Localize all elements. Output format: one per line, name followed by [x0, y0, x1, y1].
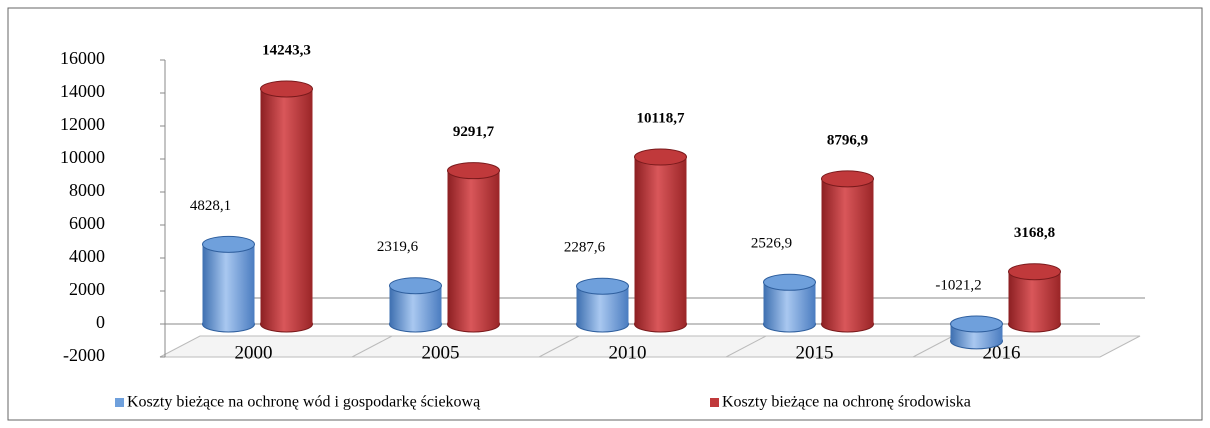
bar	[260, 88, 313, 324]
y-tick-label: 6000	[69, 213, 105, 233]
bar-top	[821, 170, 874, 188]
y-tick-label: 16000	[60, 48, 105, 68]
bar-top	[763, 273, 816, 291]
category-divider	[725, 335, 767, 358]
legend-swatch	[115, 398, 124, 407]
x-tick-label: 2010	[609, 342, 647, 363]
data-label: 2319,6	[377, 239, 419, 255]
data-label: 14243,3	[262, 42, 311, 58]
category-divider	[351, 335, 393, 358]
x-tick-label: 2000	[235, 342, 273, 363]
bar-top	[634, 148, 687, 166]
bar	[202, 244, 255, 324]
y-tick-label: 12000	[60, 114, 105, 134]
bar-top	[202, 235, 255, 253]
x-tick-label: 2005	[422, 342, 460, 363]
y-tick-label: 2000	[69, 279, 105, 299]
x-tick-label: 2015	[796, 342, 834, 363]
data-label: 2287,6	[564, 240, 606, 256]
data-label: 10118,7	[637, 110, 685, 126]
legend-swatch	[710, 398, 719, 407]
bar	[1008, 271, 1061, 324]
frame	[7, 7, 1203, 421]
legend-label: Koszty bieżące na ochronę środowiska	[722, 394, 971, 411]
data-label: -1021,2	[935, 277, 981, 293]
data-label: 2526,9	[751, 236, 792, 252]
legend-label: Koszty bieżące na ochronę wód i gospodar…	[127, 394, 481, 411]
bar-top	[447, 162, 500, 180]
y-tick-label: -2000	[63, 345, 105, 365]
floor	[159, 335, 1141, 358]
bar-top	[950, 315, 1003, 333]
data-label: 3168,8	[1014, 225, 1055, 241]
data-label: 9291,7	[453, 124, 495, 140]
y-tick-label: 4000	[69, 246, 105, 266]
category-divider	[538, 335, 580, 358]
y-tick-label: 10000	[60, 147, 105, 167]
bar-top	[576, 277, 629, 295]
bar	[634, 157, 687, 324]
data-label: 4828,1	[190, 198, 231, 214]
y-tick-label: 8000	[69, 180, 105, 200]
bar-top	[1008, 263, 1061, 281]
bar	[821, 178, 874, 324]
category-divider	[912, 335, 954, 358]
y-tick-label: 0	[96, 312, 105, 332]
bar-top	[260, 80, 313, 98]
bar-top	[389, 277, 442, 295]
y-tick-label: 14000	[60, 81, 105, 101]
data-label: 8796,9	[827, 132, 868, 148]
bar	[447, 170, 500, 324]
